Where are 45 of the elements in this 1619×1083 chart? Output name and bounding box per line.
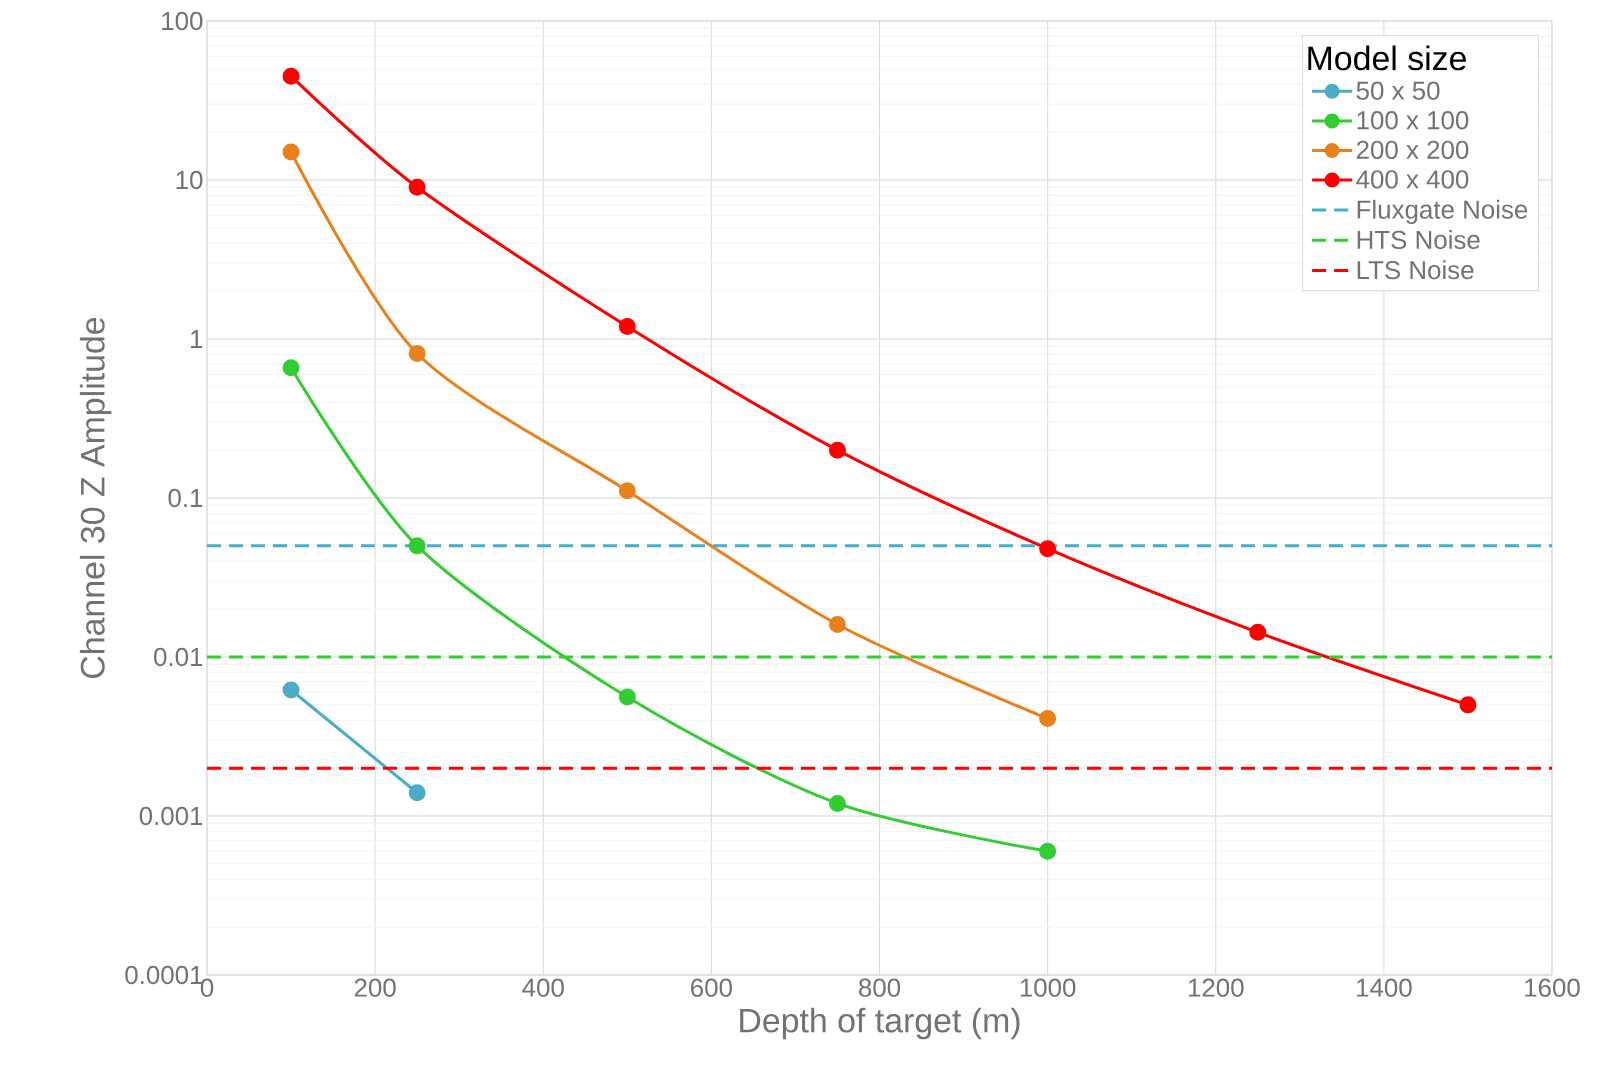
- point: [282, 67, 300, 85]
- x-axis-title: Depth of target (m): [740, 1007, 1020, 1040]
- x-tick-label: 1000: [1020, 978, 1076, 997]
- point: [408, 345, 426, 363]
- y-tick-label: 100: [162, 11, 203, 31]
- point: [282, 143, 300, 161]
- point: [1039, 540, 1057, 558]
- point: [282, 681, 300, 699]
- x-tick-label: 600: [691, 978, 732, 997]
- legend-label: 100 x 100: [1357, 111, 1469, 130]
- legend-label: LTS Noise: [1357, 260, 1474, 280]
- point: [618, 482, 636, 500]
- point: [1039, 710, 1057, 728]
- legend-label: Fluxgate Noise: [1357, 199, 1528, 224]
- legend-label: 400 x 400: [1356, 170, 1469, 189]
- x-tick-label: 1200: [1188, 978, 1244, 997]
- point: [1039, 842, 1057, 860]
- point: [828, 441, 846, 459]
- y-tick-label: 0.0001: [125, 965, 203, 985]
- x-tick-label: 400: [522, 978, 564, 997]
- point: [1459, 696, 1477, 714]
- legend-label: 50 x 50: [1356, 81, 1440, 100]
- point: [282, 359, 300, 377]
- legend-label: HTS Noise: [1357, 230, 1480, 250]
- point: [618, 317, 636, 335]
- point: [828, 794, 846, 812]
- point: [408, 178, 426, 196]
- y-tick-label: 0.1: [168, 488, 203, 508]
- legend-title: Model size: [1308, 45, 1466, 71]
- x-tick-label: 800: [859, 978, 901, 997]
- point: [828, 616, 846, 634]
- point: [1249, 623, 1267, 641]
- point: [408, 537, 426, 555]
- y-tick-label: 1: [191, 330, 203, 348]
- x-tick-label: 0: [200, 978, 214, 997]
- y-tick-label: 0.001: [139, 806, 203, 826]
- legend-label: 200 x 200: [1356, 140, 1469, 159]
- point: [408, 784, 426, 802]
- y-axis-title: Channel 30 Z Amplitude: [79, 317, 112, 678]
- y-tick-label: 10: [176, 170, 203, 190]
- x-tick-label: 1400: [1357, 978, 1412, 997]
- point: [618, 688, 636, 706]
- x-tick-label: 1600: [1525, 978, 1580, 997]
- x-tick-label: 200: [354, 978, 396, 997]
- y-tick-label: 0.01: [154, 647, 203, 667]
